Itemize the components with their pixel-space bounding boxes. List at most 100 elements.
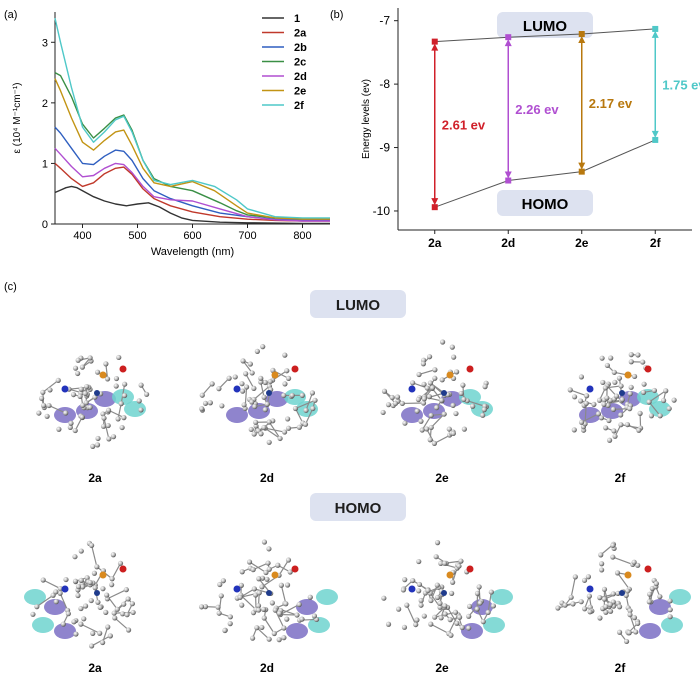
y-tick-label: 0 — [42, 219, 48, 231]
atom — [657, 413, 663, 419]
atom — [216, 386, 222, 392]
y-ticks: 0 1 2 3 — [42, 37, 55, 231]
atom — [87, 355, 93, 361]
bond — [249, 561, 267, 574]
legend-label-2e: 2e — [294, 86, 306, 98]
bond — [103, 417, 110, 440]
metal-atom — [266, 390, 272, 396]
atom — [95, 369, 101, 375]
atom — [439, 377, 445, 383]
atom — [596, 397, 603, 403]
legend: 1 2a 2b 2c 2d 2e 2f — [262, 13, 307, 112]
atom — [261, 539, 268, 545]
atom — [227, 614, 233, 620]
atom — [292, 405, 299, 412]
atom — [81, 616, 87, 622]
atom — [254, 348, 260, 354]
orbital-lobe — [124, 401, 146, 417]
atom — [110, 434, 117, 440]
atom — [41, 402, 47, 409]
molecule-image — [24, 540, 136, 649]
atom — [123, 587, 129, 593]
atom — [611, 428, 617, 434]
atom — [428, 597, 434, 604]
atom — [249, 370, 255, 376]
phosphorus-atom — [99, 571, 107, 579]
atom — [416, 558, 422, 565]
atom — [582, 606, 588, 612]
atom — [80, 584, 86, 590]
atom — [657, 594, 663, 600]
atom — [385, 621, 392, 627]
atom — [627, 608, 633, 614]
atom — [420, 361, 426, 367]
atom — [414, 617, 420, 623]
legend-label-2d: 2d — [294, 71, 307, 83]
atom — [282, 352, 288, 358]
atom — [138, 407, 144, 413]
atom — [284, 616, 290, 622]
atom — [427, 437, 433, 443]
atom — [307, 594, 313, 600]
atom — [44, 413, 50, 419]
atom — [602, 385, 608, 391]
bond — [629, 614, 637, 633]
atom — [121, 601, 127, 607]
orbital-lobe — [44, 599, 66, 615]
arrow-head-up — [651, 30, 659, 38]
oxygen-atom — [119, 565, 127, 573]
bond — [48, 405, 66, 414]
atom — [651, 387, 658, 394]
atom — [447, 617, 453, 623]
atom — [667, 614, 673, 620]
orbital-lobe — [649, 599, 671, 615]
atom — [583, 400, 589, 406]
atom — [112, 615, 118, 621]
metal-atom — [619, 590, 625, 596]
arrow-head-down — [651, 130, 659, 138]
gap-label-2e: 2.17 ev — [589, 96, 633, 111]
atom — [256, 590, 262, 596]
atom — [606, 437, 613, 443]
atom — [258, 379, 264, 385]
atom — [39, 395, 45, 401]
bond — [487, 591, 492, 613]
orbital-lobe — [308, 617, 330, 633]
atom — [47, 387, 53, 393]
atom — [266, 636, 272, 642]
atom — [100, 423, 107, 429]
atom — [144, 391, 150, 397]
atom — [418, 418, 424, 424]
legend-label-1: 1 — [294, 13, 300, 25]
atom — [113, 375, 120, 382]
atom — [72, 365, 79, 371]
atom — [285, 557, 292, 563]
atom — [450, 430, 456, 437]
lumo-box — [497, 12, 593, 38]
atom — [646, 599, 652, 605]
atom — [75, 592, 81, 599]
atom — [71, 619, 77, 625]
atom — [481, 407, 487, 413]
atom — [453, 410, 459, 417]
atom — [91, 570, 98, 576]
atom — [46, 402, 52, 409]
homo-label-2a: 2a — [88, 661, 102, 675]
nitrogen-atom — [61, 585, 69, 593]
atom — [591, 401, 597, 407]
atom — [612, 379, 618, 385]
atom — [449, 590, 455, 596]
panel-label-a: (a) — [4, 9, 17, 21]
atom — [385, 402, 392, 408]
atom — [258, 375, 264, 381]
lumo-title-box — [310, 290, 406, 318]
atom — [604, 362, 610, 369]
atom — [434, 405, 440, 411]
atom — [470, 403, 476, 409]
atom — [635, 620, 641, 626]
atom — [661, 397, 667, 404]
atoms — [199, 344, 318, 445]
x-tick-label: 400 — [73, 230, 91, 242]
atom — [104, 592, 110, 598]
atom — [63, 576, 69, 583]
